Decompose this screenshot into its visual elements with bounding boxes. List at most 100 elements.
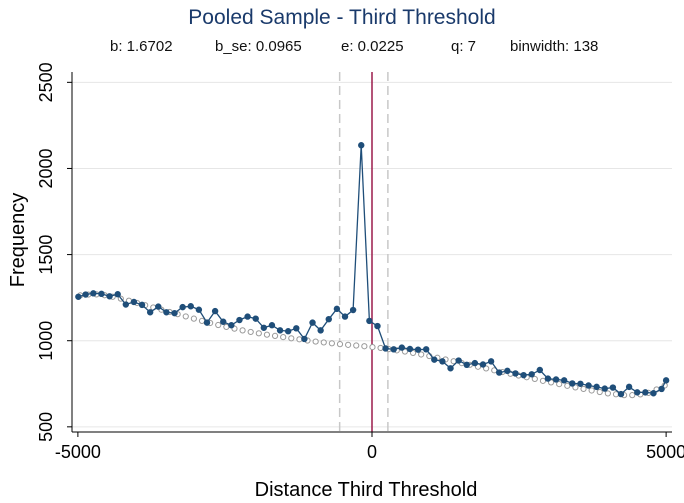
observed-point: [211, 307, 219, 315]
observed-point: [504, 367, 511, 375]
observed-point: [179, 303, 186, 311]
y-tick-label: 1000: [36, 321, 56, 361]
counterfactual-point: [215, 321, 222, 329]
counterfactual-point: [531, 375, 538, 383]
observed-point: [569, 380, 576, 387]
counterfactual-point: [328, 340, 335, 347]
observed-point: [422, 346, 430, 353]
counterfactual-point: [353, 342, 360, 349]
observed-point: [75, 293, 82, 300]
counterfactual-point: [369, 343, 376, 351]
observed-point: [650, 390, 657, 397]
observed-point: [317, 327, 324, 334]
observed-point: [252, 315, 259, 322]
observed-point: [552, 376, 560, 383]
counterfactual-point: [312, 338, 319, 345]
counterfactual-point: [361, 343, 368, 350]
observed-point: [601, 385, 608, 392]
counterfactual-point: [239, 327, 246, 334]
observed-point: [634, 389, 641, 396]
observed-point: [625, 383, 633, 391]
observed-point: [463, 361, 470, 369]
observed-point: [520, 371, 527, 379]
observed-point: [276, 327, 284, 334]
counterfactual-point: [409, 349, 417, 357]
observed-point: [228, 322, 235, 329]
observed-point: [138, 301, 146, 309]
subtitle-b: b: 1.6702: [110, 38, 173, 55]
observed-point: [358, 142, 365, 149]
counterfactual-point: [629, 392, 636, 399]
counterfactual-point: [596, 388, 603, 396]
subtitle-binwidth: binwidth: 138: [510, 38, 599, 55]
observed-point: [479, 361, 487, 368]
observed-point: [349, 306, 357, 314]
observed-point: [82, 291, 89, 298]
counterfactual-point: [255, 330, 262, 337]
chart-title: Pooled Sample - Third Threshold: [188, 6, 496, 29]
observed-point: [114, 291, 121, 298]
counterfactual-series: [77, 291, 668, 399]
observed-point: [406, 345, 414, 353]
observed-point: [163, 309, 170, 316]
x-tick-label: 5000: [646, 442, 684, 462]
observed-point: [284, 328, 292, 335]
counterfactual-point: [288, 335, 295, 342]
counterfactual-point: [564, 382, 571, 389]
counterfactual-point: [483, 365, 490, 372]
subtitle-b-se: b_se: 0.0965: [215, 38, 302, 55]
observed-point: [398, 344, 406, 351]
observed-point: [447, 365, 454, 372]
observed-point: [609, 384, 617, 391]
observed-point: [382, 345, 389, 352]
subtitle-e: e: 0.0225: [341, 38, 404, 55]
counterfactual-point: [271, 332, 279, 339]
observed-point: [90, 290, 97, 297]
observed-point: [309, 319, 316, 326]
observed-point: [187, 303, 194, 310]
counterfactual-point: [580, 385, 587, 393]
observed-point: [390, 346, 397, 353]
observed-point: [471, 359, 479, 367]
axis-ticks: 500 1000 1500 2000 2500 -5000 0 5000: [36, 62, 684, 462]
counterfactual-point: [604, 390, 611, 397]
observed-point: [236, 316, 243, 324]
counterfactual-point: [263, 331, 271, 338]
observed-point: [293, 325, 300, 332]
observed-point: [487, 358, 495, 365]
counterfactual-point: [418, 351, 425, 358]
observed-point: [171, 309, 178, 317]
observed-point: [512, 370, 519, 377]
counterfactual-point: [190, 315, 197, 322]
observed-point: [496, 369, 503, 376]
observed-point: [195, 306, 203, 313]
observed-point: [536, 366, 544, 374]
x-tick-label: -5000: [55, 442, 101, 462]
x-axis-label: Distance Third Threshold: [255, 479, 478, 501]
counterfactual-point: [182, 313, 189, 320]
counterfactual-point: [345, 341, 352, 348]
observed-point: [98, 290, 105, 298]
counterfactual-point: [401, 348, 409, 355]
y-tick-label: 1500: [36, 235, 56, 275]
observed-point: [106, 293, 113, 300]
observed-point: [593, 383, 600, 391]
observed-point: [455, 357, 462, 364]
counterfactual-point: [377, 344, 384, 352]
observed-point: [146, 309, 154, 316]
observed-point: [333, 305, 341, 313]
y-tick-label: 2500: [36, 62, 56, 102]
observed-point: [431, 356, 438, 363]
counterfactual-point: [572, 384, 579, 391]
counterfactual-point: [280, 333, 287, 341]
observed-point: [585, 382, 592, 389]
observed-point: [374, 322, 381, 330]
observed-point: [130, 298, 138, 306]
observed-point: [528, 371, 535, 378]
observed-point: [642, 389, 649, 396]
observed-point: [122, 301, 130, 308]
observed-point: [268, 322, 276, 329]
observed-point: [658, 385, 665, 393]
counterfactual-point: [320, 339, 327, 346]
observed-point: [203, 319, 211, 326]
